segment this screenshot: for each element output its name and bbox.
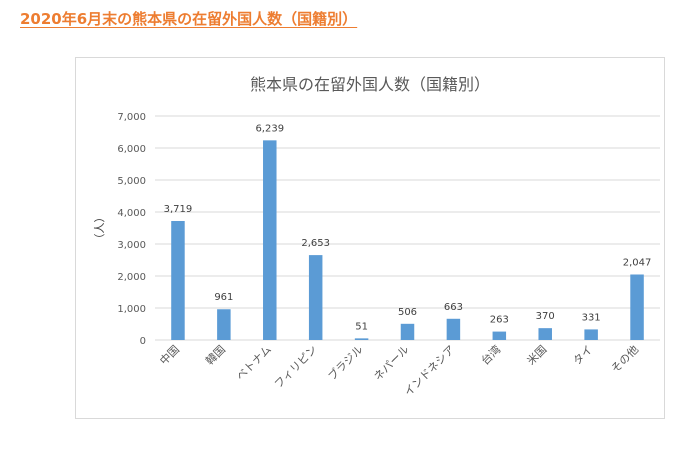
bar	[263, 140, 277, 340]
data-label: 663	[444, 302, 463, 313]
x-tick-label: 米国	[525, 343, 550, 368]
bar	[308, 255, 323, 340]
data-label: 51	[355, 321, 368, 332]
data-label: 2,047	[623, 257, 652, 268]
x-tick-label: タイ	[571, 343, 596, 368]
data-label: 506	[398, 307, 417, 318]
page-heading: 2020年6月末の熊本県の在留外国人数（国籍別）	[20, 10, 358, 28]
bar	[630, 274, 644, 340]
bar	[217, 309, 231, 340]
bar-chart: 熊本県の在留外国人数（国籍別） （人） 0 1,000 2,000 3,000 4,00…	[93, 75, 660, 399]
y-tick-label: 1,000	[117, 304, 146, 315]
y-tick-label: 0	[140, 336, 146, 347]
x-tick-label: ベトナム	[234, 343, 274, 383]
bar	[492, 331, 507, 340]
data-label: 6,239	[255, 123, 284, 134]
x-tick-label: 中国	[157, 343, 182, 368]
y-tick-label: 2,000	[117, 272, 146, 283]
bars	[171, 140, 644, 340]
bar	[171, 220, 185, 340]
gridlines	[155, 115, 660, 341]
y-axis-label: （人）	[93, 212, 106, 245]
bar	[538, 328, 552, 340]
chart-container: 熊本県の在留外国人数（国籍別） （人） 0 1,000 2,000 3,000 4,00…	[75, 57, 665, 419]
x-tick-label: ネパール	[371, 343, 411, 383]
y-tick-label: 4,000	[117, 208, 146, 219]
data-label: 2,653	[301, 238, 330, 249]
y-tick-label: 5,000	[117, 176, 146, 187]
bar	[354, 338, 369, 340]
x-tick-label: 韓国	[203, 343, 228, 368]
y-axis-ticks: 0 1,000 2,000 3,000 4,000 5,000 6,000 7,000	[117, 112, 146, 347]
y-tick-label: 7,000	[117, 112, 146, 123]
bar	[446, 318, 461, 340]
x-tick-label: 台湾	[478, 342, 503, 367]
data-label: 331	[582, 312, 601, 323]
data-label: 370	[536, 311, 555, 322]
chart-title: 熊本県の在留外国人数（国籍別）	[250, 75, 490, 94]
data-label: 263	[490, 315, 509, 326]
bar	[584, 329, 598, 340]
data-labels: 3,719 961 6,239 2,653 51 506 663 263 370 331 2,047	[164, 123, 652, 332]
x-tick-label: ブラジル	[325, 342, 366, 383]
data-label: 961	[214, 292, 233, 303]
x-tick-label: フィリピン	[272, 343, 320, 391]
data-label: 3,719	[164, 204, 193, 215]
bar	[400, 323, 415, 340]
x-tick-label: その他	[609, 343, 642, 376]
y-tick-label: 3,000	[117, 240, 146, 251]
y-tick-label: 6,000	[117, 144, 146, 155]
